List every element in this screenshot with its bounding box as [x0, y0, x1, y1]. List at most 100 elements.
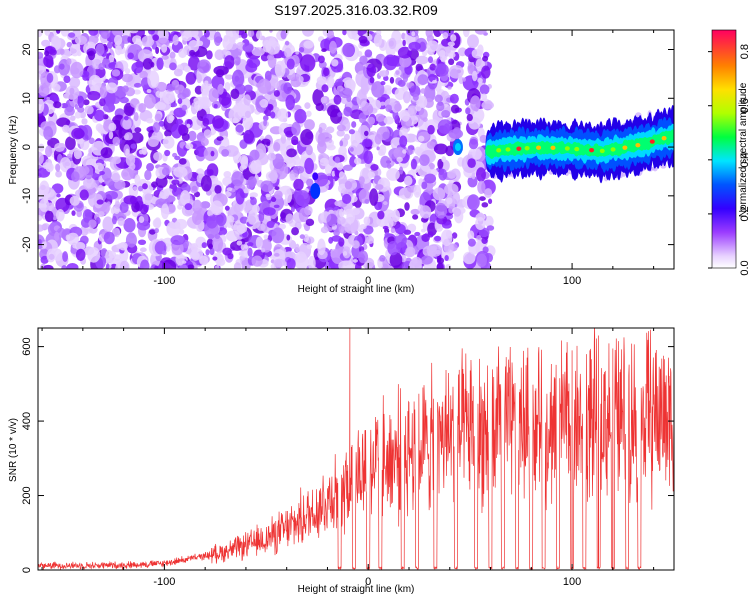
spectrogram-noise-cell	[453, 208, 462, 217]
spectrogram-noise-cell	[138, 215, 145, 223]
spectrogram-noise-cell	[71, 171, 80, 182]
spectrogram-noise-cell	[69, 43, 81, 57]
spectrogram-x-tick-label: 0	[365, 275, 371, 287]
spectrogram-noise-cell	[250, 197, 257, 206]
spectrogram-noise-cell	[348, 129, 356, 135]
spectrogram-noise-cell	[482, 246, 489, 254]
spectrogram-noise-cell	[434, 94, 443, 103]
snr-x-tick-label: 0	[365, 576, 371, 588]
spectrogram-noise-cell	[247, 30, 255, 38]
spectrogram-noise-cell	[243, 129, 255, 144]
spectrogram-noise-cell	[181, 260, 187, 264]
spectrogram-peak-cell	[505, 147, 511, 152]
spectrogram-noise-cell	[326, 30, 335, 39]
spectrogram-noise-cell	[54, 142, 65, 153]
spectrogram-noise-cell	[134, 127, 142, 133]
spectrogram-noise-cell	[262, 207, 276, 216]
spectrogram-noise-cell	[304, 119, 315, 131]
snr-axes: -100 0 100 0 200 400 600	[21, 328, 674, 588]
spectrogram-noise-cell	[221, 149, 230, 157]
spectrogram-noise-cell	[375, 184, 384, 190]
spectrogram-noise-cell	[413, 184, 422, 198]
spectrogram-noise-cell	[173, 166, 188, 178]
spectrogram-noise-cell	[133, 186, 138, 191]
spectrogram-noise-cell	[226, 230, 240, 242]
spectrogram-noise-cell	[97, 184, 105, 193]
spectrogram-noise-cell	[63, 75, 71, 84]
spectrogram-noise-cell	[361, 102, 374, 116]
spectrogram-noise-cell	[397, 46, 412, 59]
spectrogram-noise-cell	[344, 180, 352, 190]
spectrogram-noise-cell	[418, 95, 428, 109]
spectrogram-noise-cell	[213, 103, 218, 109]
spectrogram-peak-cell	[524, 146, 530, 151]
spectrogram-noise-cell	[466, 113, 473, 122]
spectrogram-noise-cell	[209, 247, 215, 256]
spectrogram-noise-cell	[426, 141, 436, 149]
spectrogram-noise-cell	[240, 244, 245, 250]
spectrogram-noise-cell	[104, 254, 110, 259]
spectrogram-noise-cell	[255, 236, 263, 249]
spectrogram-noise-cell	[208, 243, 214, 250]
spectrogram-noise-cell	[248, 59, 253, 67]
spectrogram-noise-cell	[68, 32, 76, 38]
spectrogram-noise-cell	[259, 100, 266, 106]
spectrogram-noise-cell	[349, 147, 354, 152]
spectrogram-noise-cell	[214, 265, 220, 269]
spectrogram-noise-cell	[208, 87, 219, 103]
spectrogram-noise-cell	[121, 73, 133, 83]
spectrogram-noise-cell	[352, 201, 357, 207]
spectrogram-noise-cell	[55, 30, 61, 34]
spectrogram-noise-cell	[256, 223, 266, 231]
spectrogram-image	[38, 30, 674, 269]
spectrogram-noise-cell	[421, 181, 428, 190]
spectrogram-noise-cell	[125, 232, 137, 248]
spectrogram-noise-cell	[84, 209, 93, 217]
colorbar-label: Normalized spectral amplitude	[738, 82, 749, 217]
spectrogram-noise-cell	[103, 102, 116, 113]
spectrogram-noise-cell	[465, 107, 471, 115]
snr-y-axis-label: SNR (10 * v/v)	[8, 418, 19, 482]
spectrogram-noise-cell	[384, 231, 391, 238]
spectrogram-noise-cell	[210, 200, 224, 216]
spectrogram-noise-cell	[450, 34, 457, 42]
spectrogram-noise-cell	[444, 183, 459, 196]
spectrogram-noise-cell	[472, 148, 482, 160]
spectrogram-noise-cell	[364, 49, 373, 58]
spectrogram-noise-cell	[247, 176, 257, 188]
spectrogram-noise-cell	[139, 259, 150, 269]
spectrogram-peak-cell	[564, 146, 570, 151]
spectrogram-noise-cell	[319, 157, 329, 167]
spectrogram-noise-cell	[192, 210, 203, 226]
spectrogram-noise-cell	[205, 249, 210, 256]
spectrogram-noise-cell	[112, 136, 121, 147]
spectrogram-y-tick-label: -10	[21, 188, 33, 204]
spectrogram-noise-cell	[71, 210, 76, 216]
spectrogram-noise-cell	[66, 232, 80, 246]
spectrogram-noise-cell	[334, 156, 341, 164]
spectrogram-noise-cell	[121, 167, 134, 181]
spectrogram-noise-cell	[369, 76, 375, 84]
spectrogram-noise-cell	[402, 39, 406, 47]
spectrogram-noise-cell	[173, 68, 183, 77]
spectrogram-noise-cell	[42, 264, 54, 269]
spectrogram-noise-cell	[235, 124, 244, 133]
spectrogram-noise-cell	[479, 84, 490, 95]
spectrogram-noise-cell	[213, 65, 229, 76]
spectrogram-noise-cell	[358, 35, 368, 44]
spectrogram-noise-cell	[434, 63, 449, 77]
spectrogram-noise-cell	[44, 210, 54, 223]
spectrogram-noise-cell	[343, 106, 353, 117]
spectrogram-noise-cell	[81, 118, 88, 125]
spectrogram-noise-cell	[286, 58, 295, 70]
spectrogram-noise-cell	[243, 94, 251, 107]
spectrogram-noise-cell	[362, 138, 373, 148]
spectrogram-noise-cell	[172, 34, 179, 46]
spectrogram-noise-cell	[305, 218, 315, 227]
spectrogram-noise-cell	[271, 196, 277, 203]
spectrogram-noise-cell	[238, 251, 244, 256]
spectrogram-noise-cell	[59, 157, 71, 173]
spectrogram-y-tick-label: -20	[21, 237, 33, 253]
spectrogram-noise-cell	[242, 43, 254, 53]
